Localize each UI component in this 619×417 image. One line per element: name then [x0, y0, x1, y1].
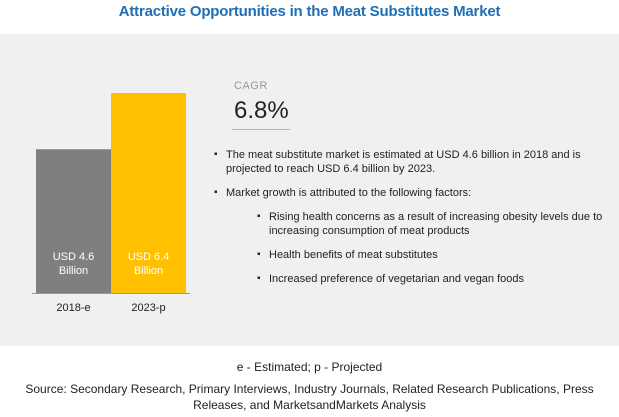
bar-2023-p [111, 93, 186, 293]
bar-2018-e [36, 149, 111, 293]
bullet-market-estimate: The meat substitute market is estimated … [214, 148, 606, 176]
bullet-growth-factors: Market growth is attributed to the follo… [214, 186, 606, 200]
cagr-value: 6.8% [234, 97, 289, 124]
sub-bullet-health-benefits: Health benefits of meat substitutes [257, 248, 606, 262]
sub-bullet-health-concerns: Rising health concerns as a result of in… [257, 210, 606, 238]
source-line-1: Source: Secondary Research, Primary Inte… [25, 382, 594, 396]
cagr-divider [232, 129, 290, 130]
bar-value-label: Billion [134, 265, 163, 277]
page-title: Attractive Opportunities in the Meat Sub… [118, 3, 501, 20]
footnote: e - Estimated; p - Projected [236, 360, 383, 374]
x-tick-label: 2018-e [56, 302, 90, 314]
sub-bullet-vegan-preference: Increased preference of vegetarian and v… [257, 272, 606, 286]
bar-value-label: Billion [59, 265, 88, 277]
bar-value-label: USD 4.6 [53, 251, 95, 263]
bar-chart: USD 4.6 Billion 2018-e USD 6.4 Billion 2023-p [32, 93, 190, 314]
source-line-2: Releases, and MarketsandMarkets Analysis [193, 398, 426, 412]
source-note: Source: Secondary Research, Primary Inte… [0, 381, 619, 413]
cagr-label: CAGR [234, 80, 268, 92]
bar-value-label: USD 6.4 [128, 251, 170, 263]
bullet-list: The meat substitute market is estimated … [214, 148, 606, 296]
x-tick-label: 2023-p [131, 302, 165, 314]
